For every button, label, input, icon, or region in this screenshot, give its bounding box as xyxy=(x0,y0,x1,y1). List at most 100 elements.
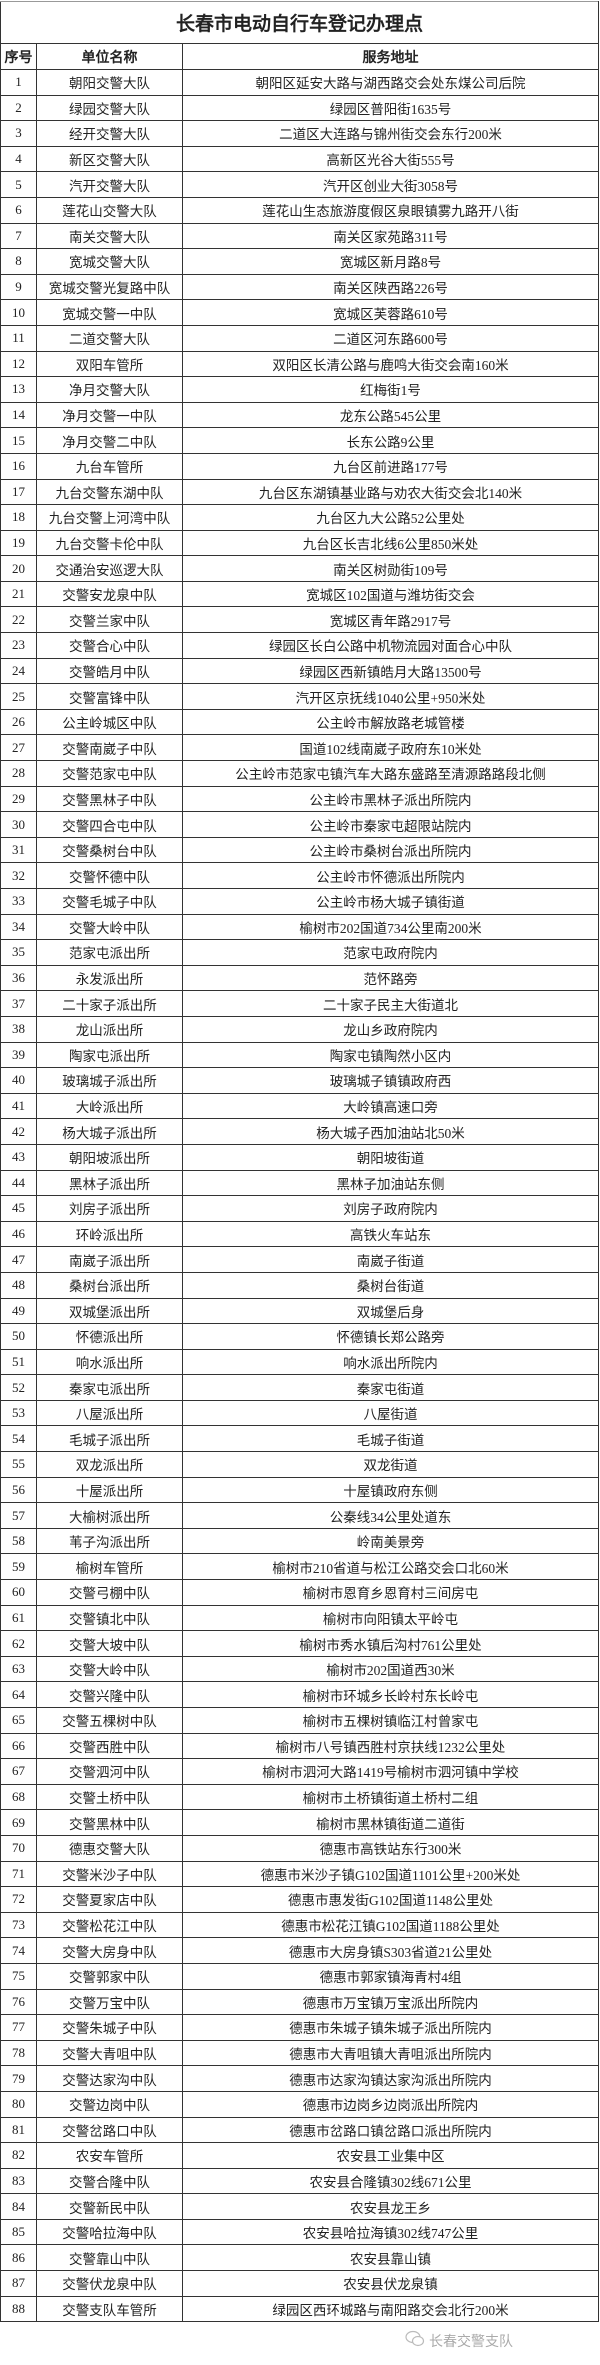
row-unit-name: 秦家屯派出所 xyxy=(36,1374,183,1401)
table-row: 42 杨大城子派出所 杨大城子西加油站北50米 xyxy=(0,1118,599,1145)
row-seq: 33 xyxy=(0,888,37,915)
row-unit-name: 交警安龙泉中队 xyxy=(36,580,183,608)
row-unit-name: 双龙派出所 xyxy=(36,1451,183,1478)
table-row: 59 榆树车管所 榆树市210省道与松江公路交会口北60米 xyxy=(0,1553,599,1581)
row-seq: 32 xyxy=(0,862,37,889)
table-row: 74 交警大房身中队 德惠市大房身镇S303省道21公里处 xyxy=(0,1937,599,1964)
row-address: 怀德镇长郑公路旁 xyxy=(182,1323,599,1350)
row-unit-name: 净月交警一中队 xyxy=(36,401,183,429)
row-seq: 51 xyxy=(0,1348,37,1376)
row-unit-name: 双城堡派出所 xyxy=(36,1297,183,1325)
row-address: 南关区家苑路311号 xyxy=(182,222,599,250)
table-row: 2 绿园交警大队 绿园区普阳街1635号 xyxy=(0,94,599,122)
row-address: 公主岭市范家屯镇汽车大路东盛路至清源路路段北侧 xyxy=(182,760,599,787)
row-seq: 24 xyxy=(0,657,37,685)
row-address: 范怀路旁 xyxy=(182,964,599,992)
row-address: 九台区东湖镇基业路与劝农大街交会北140米 xyxy=(182,478,599,506)
row-unit-name: 交警边岗中队 xyxy=(36,2090,183,2118)
table-row: 70 德惠交警大队 德惠市高铁站东行300米 xyxy=(0,1834,599,1862)
table-row: 38 龙山派出所 龙山乡政府院内 xyxy=(0,1015,599,1043)
row-address: 朝阳区延安大路与湖西路交会处东煤公司后院 xyxy=(182,69,599,96)
row-unit-name: 公主岭城区中队 xyxy=(36,708,183,736)
table-row: 86 交警靠山中队 农安县靠山镇 xyxy=(0,2244,599,2272)
row-unit-name: 交警米沙子中队 xyxy=(36,1860,183,1888)
row-seq: 18 xyxy=(0,504,37,531)
table-row: 8 宽城交警大队 宽城区新月路8号 xyxy=(0,248,599,275)
row-seq: 13 xyxy=(0,376,37,403)
row-seq: 70 xyxy=(0,1834,37,1862)
row-unit-name: 苇子沟派出所 xyxy=(36,1527,183,1555)
row-seq: 81 xyxy=(0,2116,37,2144)
table-row: 77 交警朱城子中队 德惠市朱城子镇朱城子派出所院内 xyxy=(0,2014,599,2041)
row-unit-name: 交警大岭中队 xyxy=(36,913,183,941)
row-seq: 38 xyxy=(0,1015,37,1043)
table-row: 7 南关交警大队 南关区家苑路311号 xyxy=(0,222,599,250)
table-row: 46 环岭派出所 高铁火车站东 xyxy=(0,1220,599,1248)
table-row: 26 公主岭城区中队 公主岭市解放路老城管楼 xyxy=(0,708,599,736)
row-unit-name: 交警达家沟中队 xyxy=(36,2065,183,2092)
table-row: 65 交警五棵树中队 榆树市五棵树镇临江村曾家屯 xyxy=(0,1707,599,1734)
table-row: 41 大岭派出所 大岭镇高速口旁 xyxy=(0,1092,599,1120)
row-address: 八屋街道 xyxy=(182,1399,599,1427)
row-address: 二十家子民主大街道北 xyxy=(182,990,599,1017)
row-seq: 25 xyxy=(0,683,37,710)
table-row: 67 交警泗河中队 榆树市泗河大路1419号榆树市泗河镇中学校 xyxy=(0,1758,599,1785)
row-address: 德惠市边岗乡边岗派出所院内 xyxy=(182,2090,599,2118)
table-row: 48 桑树台派出所 桑树台街道 xyxy=(0,1271,599,1299)
row-address: 大岭镇高速口旁 xyxy=(182,1092,599,1120)
row-unit-name: 交警兰家中队 xyxy=(36,606,183,634)
row-address: 德惠市岔路口镇岔路口派出所院内 xyxy=(182,2116,599,2144)
table-row: 9 宽城交警光复路中队 南关区陕西路226号 xyxy=(0,273,599,301)
row-unit-name: 刘房子派出所 xyxy=(36,1195,183,1222)
row-address: 德惠市郭家镇海青村4组 xyxy=(182,1962,599,1990)
row-address: 德惠市米沙子镇G102国道1101公里+200米处 xyxy=(182,1860,599,1888)
row-unit-name: 玻璃城子派出所 xyxy=(36,1067,183,1094)
row-seq: 84 xyxy=(0,2193,37,2220)
row-seq: 1 xyxy=(0,69,37,96)
row-seq: 83 xyxy=(0,2167,37,2195)
row-seq: 80 xyxy=(0,2090,37,2118)
row-address: 农安县哈拉海镇302线747公里 xyxy=(182,2218,599,2246)
row-address: 榆树市八号镇西胜村京扶线1232公里处 xyxy=(182,1732,599,1760)
row-unit-name: 大岭派出所 xyxy=(36,1092,183,1120)
table-row: 21 交警安龙泉中队 宽城区102国道与潍坊街交会 xyxy=(0,580,599,608)
row-unit-name: 交警西胜中队 xyxy=(36,1732,183,1760)
row-unit-name: 德惠交警大队 xyxy=(36,1834,183,1862)
row-unit-name: 大榆树派出所 xyxy=(36,1502,183,1529)
table-row: 44 黑林子派出所 黑林子加油站东侧 xyxy=(0,1169,599,1197)
table-row: 82 农安车管所 农安县工业集中区 xyxy=(0,2142,599,2169)
row-seq: 64 xyxy=(0,1681,37,1708)
row-seq: 48 xyxy=(0,1271,37,1299)
row-seq: 87 xyxy=(0,2270,37,2297)
row-unit-name: 宽城交警大队 xyxy=(36,248,183,275)
row-seq: 42 xyxy=(0,1118,37,1145)
row-unit-name: 交警怀德中队 xyxy=(36,862,183,889)
row-unit-name: 宽城交警一中队 xyxy=(36,299,183,326)
column-header-seq: 序号 xyxy=(0,43,37,70)
row-unit-name: 交警靠山中队 xyxy=(36,2244,183,2272)
row-unit-name: 二十家子派出所 xyxy=(36,990,183,1017)
table-row: 35 范家屯派出所 范家屯政府院内 xyxy=(0,939,599,966)
row-seq: 22 xyxy=(0,606,37,634)
row-seq: 36 xyxy=(0,964,37,992)
table-row: 63 交警大岭中队 榆树市202国道西30米 xyxy=(0,1655,599,1683)
row-address: 杨大城子西加油站北50米 xyxy=(182,1118,599,1145)
row-unit-name: 交警合心中队 xyxy=(36,632,183,659)
table-row: 1 朝阳交警大队 朝阳区延安大路与湖西路交会处东煤公司后院 xyxy=(0,69,599,96)
row-seq: 45 xyxy=(0,1195,37,1222)
table-title: 长春市电动自行车登记办理点 xyxy=(0,1,599,44)
row-address: 红梅街1号 xyxy=(182,376,599,403)
row-unit-name: 九台车管所 xyxy=(36,452,183,480)
table-row: 58 苇子沟派出所 岭南美景旁 xyxy=(0,1527,599,1555)
row-address: 桑树台街道 xyxy=(182,1271,599,1299)
row-seq: 79 xyxy=(0,2065,37,2092)
row-address: 国道102线南崴子政府东10米处 xyxy=(182,734,599,762)
watermark: 长春交警支队 xyxy=(405,2330,513,2352)
table-row: 14 净月交警一中队 龙东公路545公里 xyxy=(0,401,599,429)
table-row: 34 交警大岭中队 榆树市202国道734公里南200米 xyxy=(0,913,599,941)
row-seq: 29 xyxy=(0,785,37,813)
row-address: 双城堡后身 xyxy=(182,1297,599,1325)
table-row: 31 交警桑树台中队 公主岭市桑树台派出所院内 xyxy=(0,836,599,864)
row-seq: 61 xyxy=(0,1604,37,1632)
row-seq: 73 xyxy=(0,1911,37,1939)
